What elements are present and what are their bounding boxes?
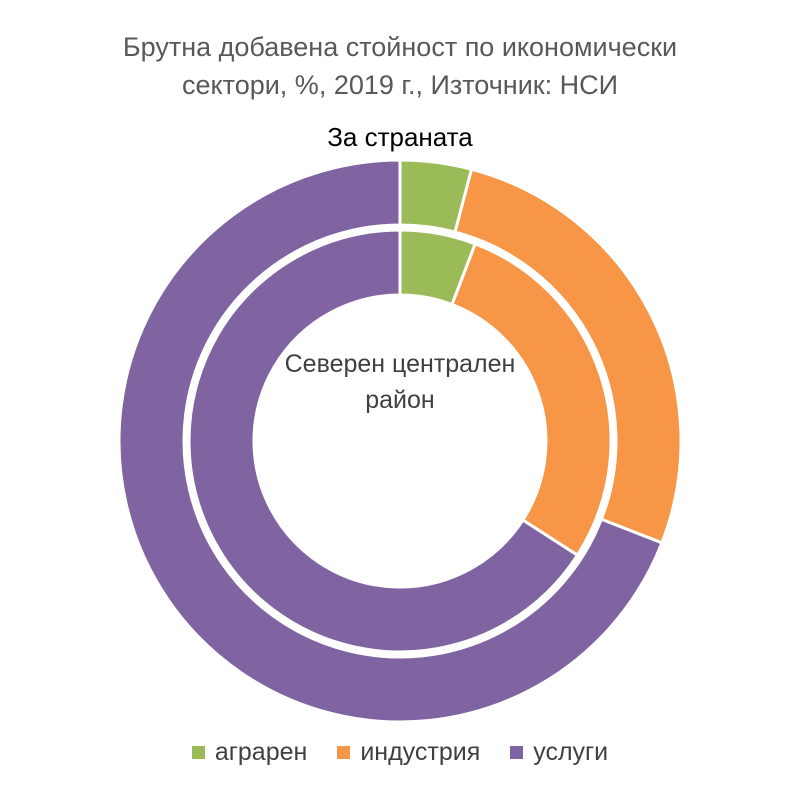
- chart-title-line-2: сектори, %, 2019 г., Източник: НСИ: [182, 70, 618, 100]
- inner-ring-label-line-1: Северен централен: [284, 350, 516, 378]
- legend-label-industry: индустрия: [360, 738, 481, 766]
- legend-label-services: услуги: [533, 738, 609, 766]
- inner-ring-slice-industry: [450, 241, 613, 558]
- chart-title-line-1: Брутна добавена стойност по икономически: [122, 32, 678, 62]
- legend-label-agrarian: аграрен: [214, 738, 308, 766]
- legend-item-agrarian: аграрен: [191, 736, 308, 768]
- outer-ring-slice-services: [117, 158, 664, 724]
- legend-item-industry: индустрия: [337, 736, 480, 768]
- outer-ring-label: За страната: [327, 122, 473, 152]
- inner-ring-label-line-2: район: [365, 386, 435, 414]
- legend-swatch-agrarian: [191, 745, 205, 759]
- chart-title: Брутна добавена стойност по икономически…: [0, 28, 800, 104]
- chart-legend: аграрен индустрия услуги: [0, 736, 800, 768]
- inner-ring-label: Северен централен район: [260, 346, 540, 418]
- legend-swatch-industry: [337, 745, 351, 759]
- inner-ring-slice-services: [187, 228, 580, 654]
- legend-item-services: услуги: [510, 736, 608, 768]
- legend-swatch-services: [510, 745, 524, 759]
